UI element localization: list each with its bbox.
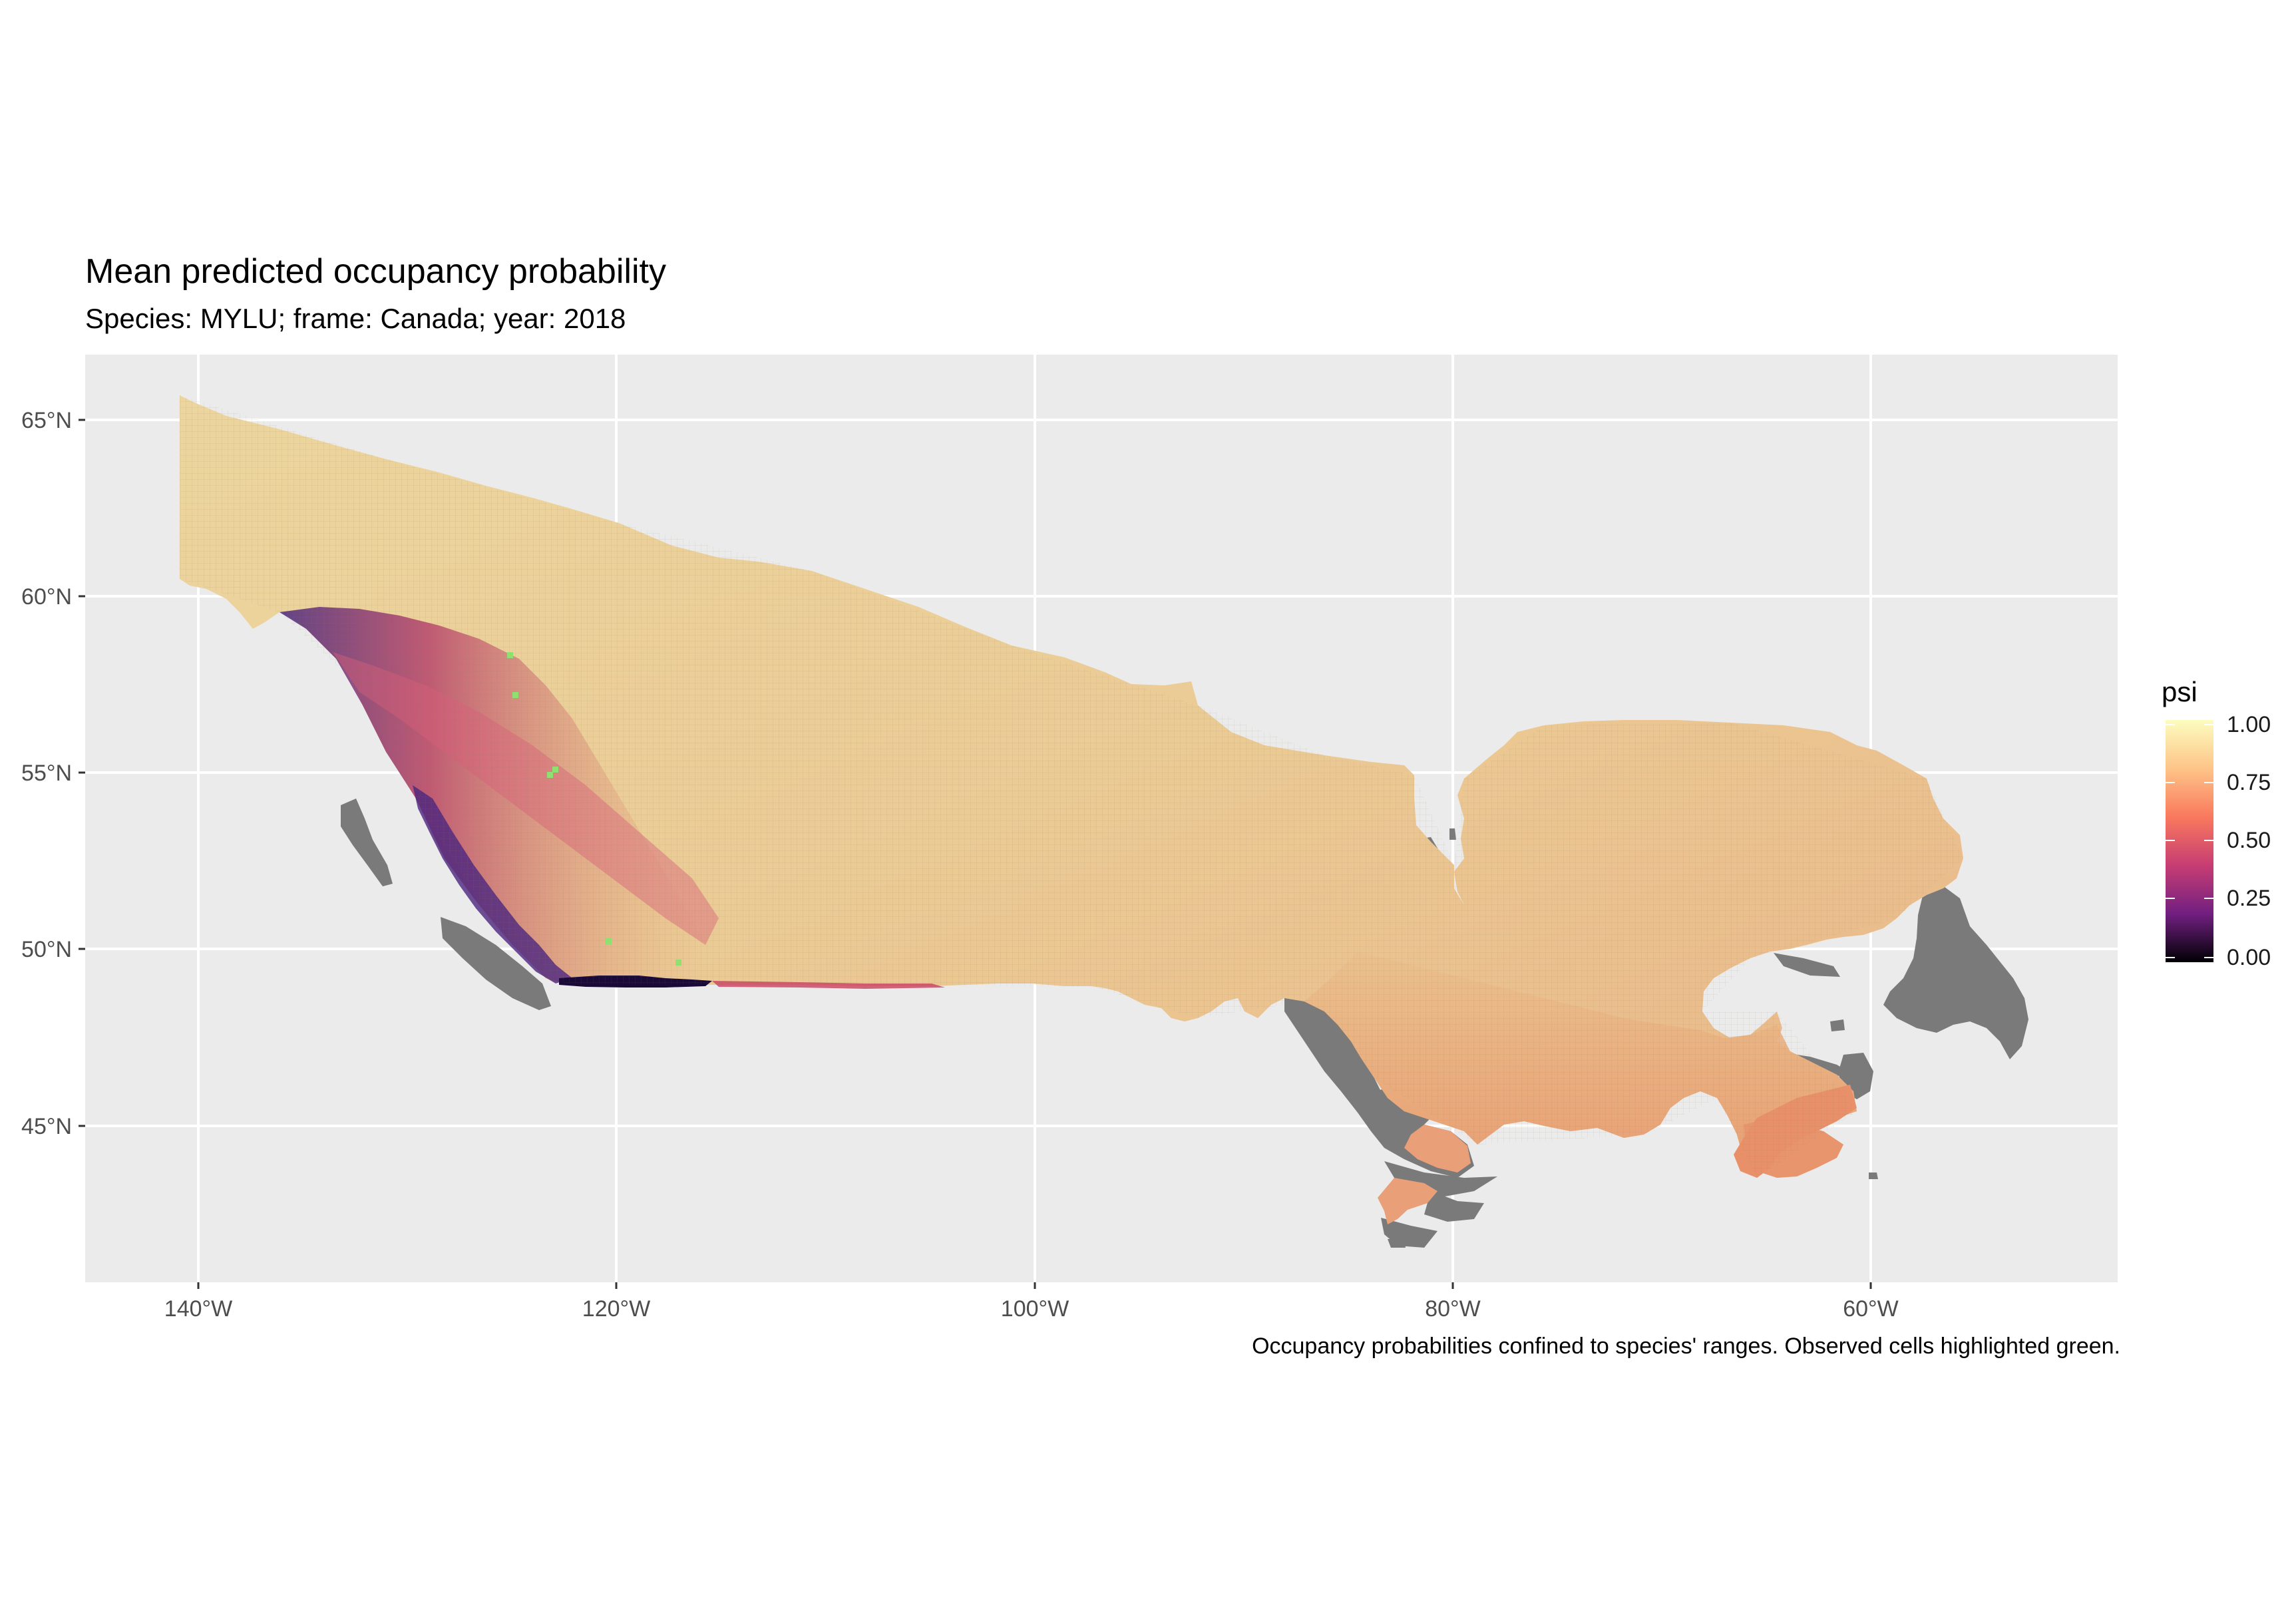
map-caption: Occupancy probabilities confined to spec… [1252,1334,2120,1359]
legend-label: 1.00 [2227,712,2271,737]
x-tick-label: 80°W [1425,1296,1481,1322]
legend-label: 0.25 [2227,886,2271,911]
predicted-range-ontario-peninsula [1378,1178,1437,1224]
legend-title: psi [2162,676,2198,707]
y-tick-label: 55°N [21,761,72,786]
legend-ticks [2166,724,2213,958]
x-tick-label: 100°W [1001,1296,1069,1322]
occupancy-map [180,395,2028,1248]
observed-cells [507,652,681,966]
map-title: Mean predicted occupancy probability [85,252,666,291]
y-tick-label: 50°N [21,937,72,962]
legend-label: 0.50 [2227,828,2271,853]
cell-texture [180,395,1963,1178]
x-tick-label: 140°W [164,1296,232,1322]
map-subtitle: Species: MYLU; frame: Canada; year: 2018 [85,303,626,334]
x-tick-label: 60°W [1843,1296,1899,1322]
axis-ticks [79,419,1872,1289]
predicted-range-great-lakes-shore [1404,1125,1471,1172]
legend-label: 0.00 [2227,945,2271,970]
y-tick-label: 60°N [21,584,72,610]
x-tick-label: 120°W [582,1296,650,1322]
y-tick-label: 65°N [21,408,72,433]
y-tick-label: 45°N [21,1114,72,1139]
legend-label: 0.75 [2227,770,2271,795]
